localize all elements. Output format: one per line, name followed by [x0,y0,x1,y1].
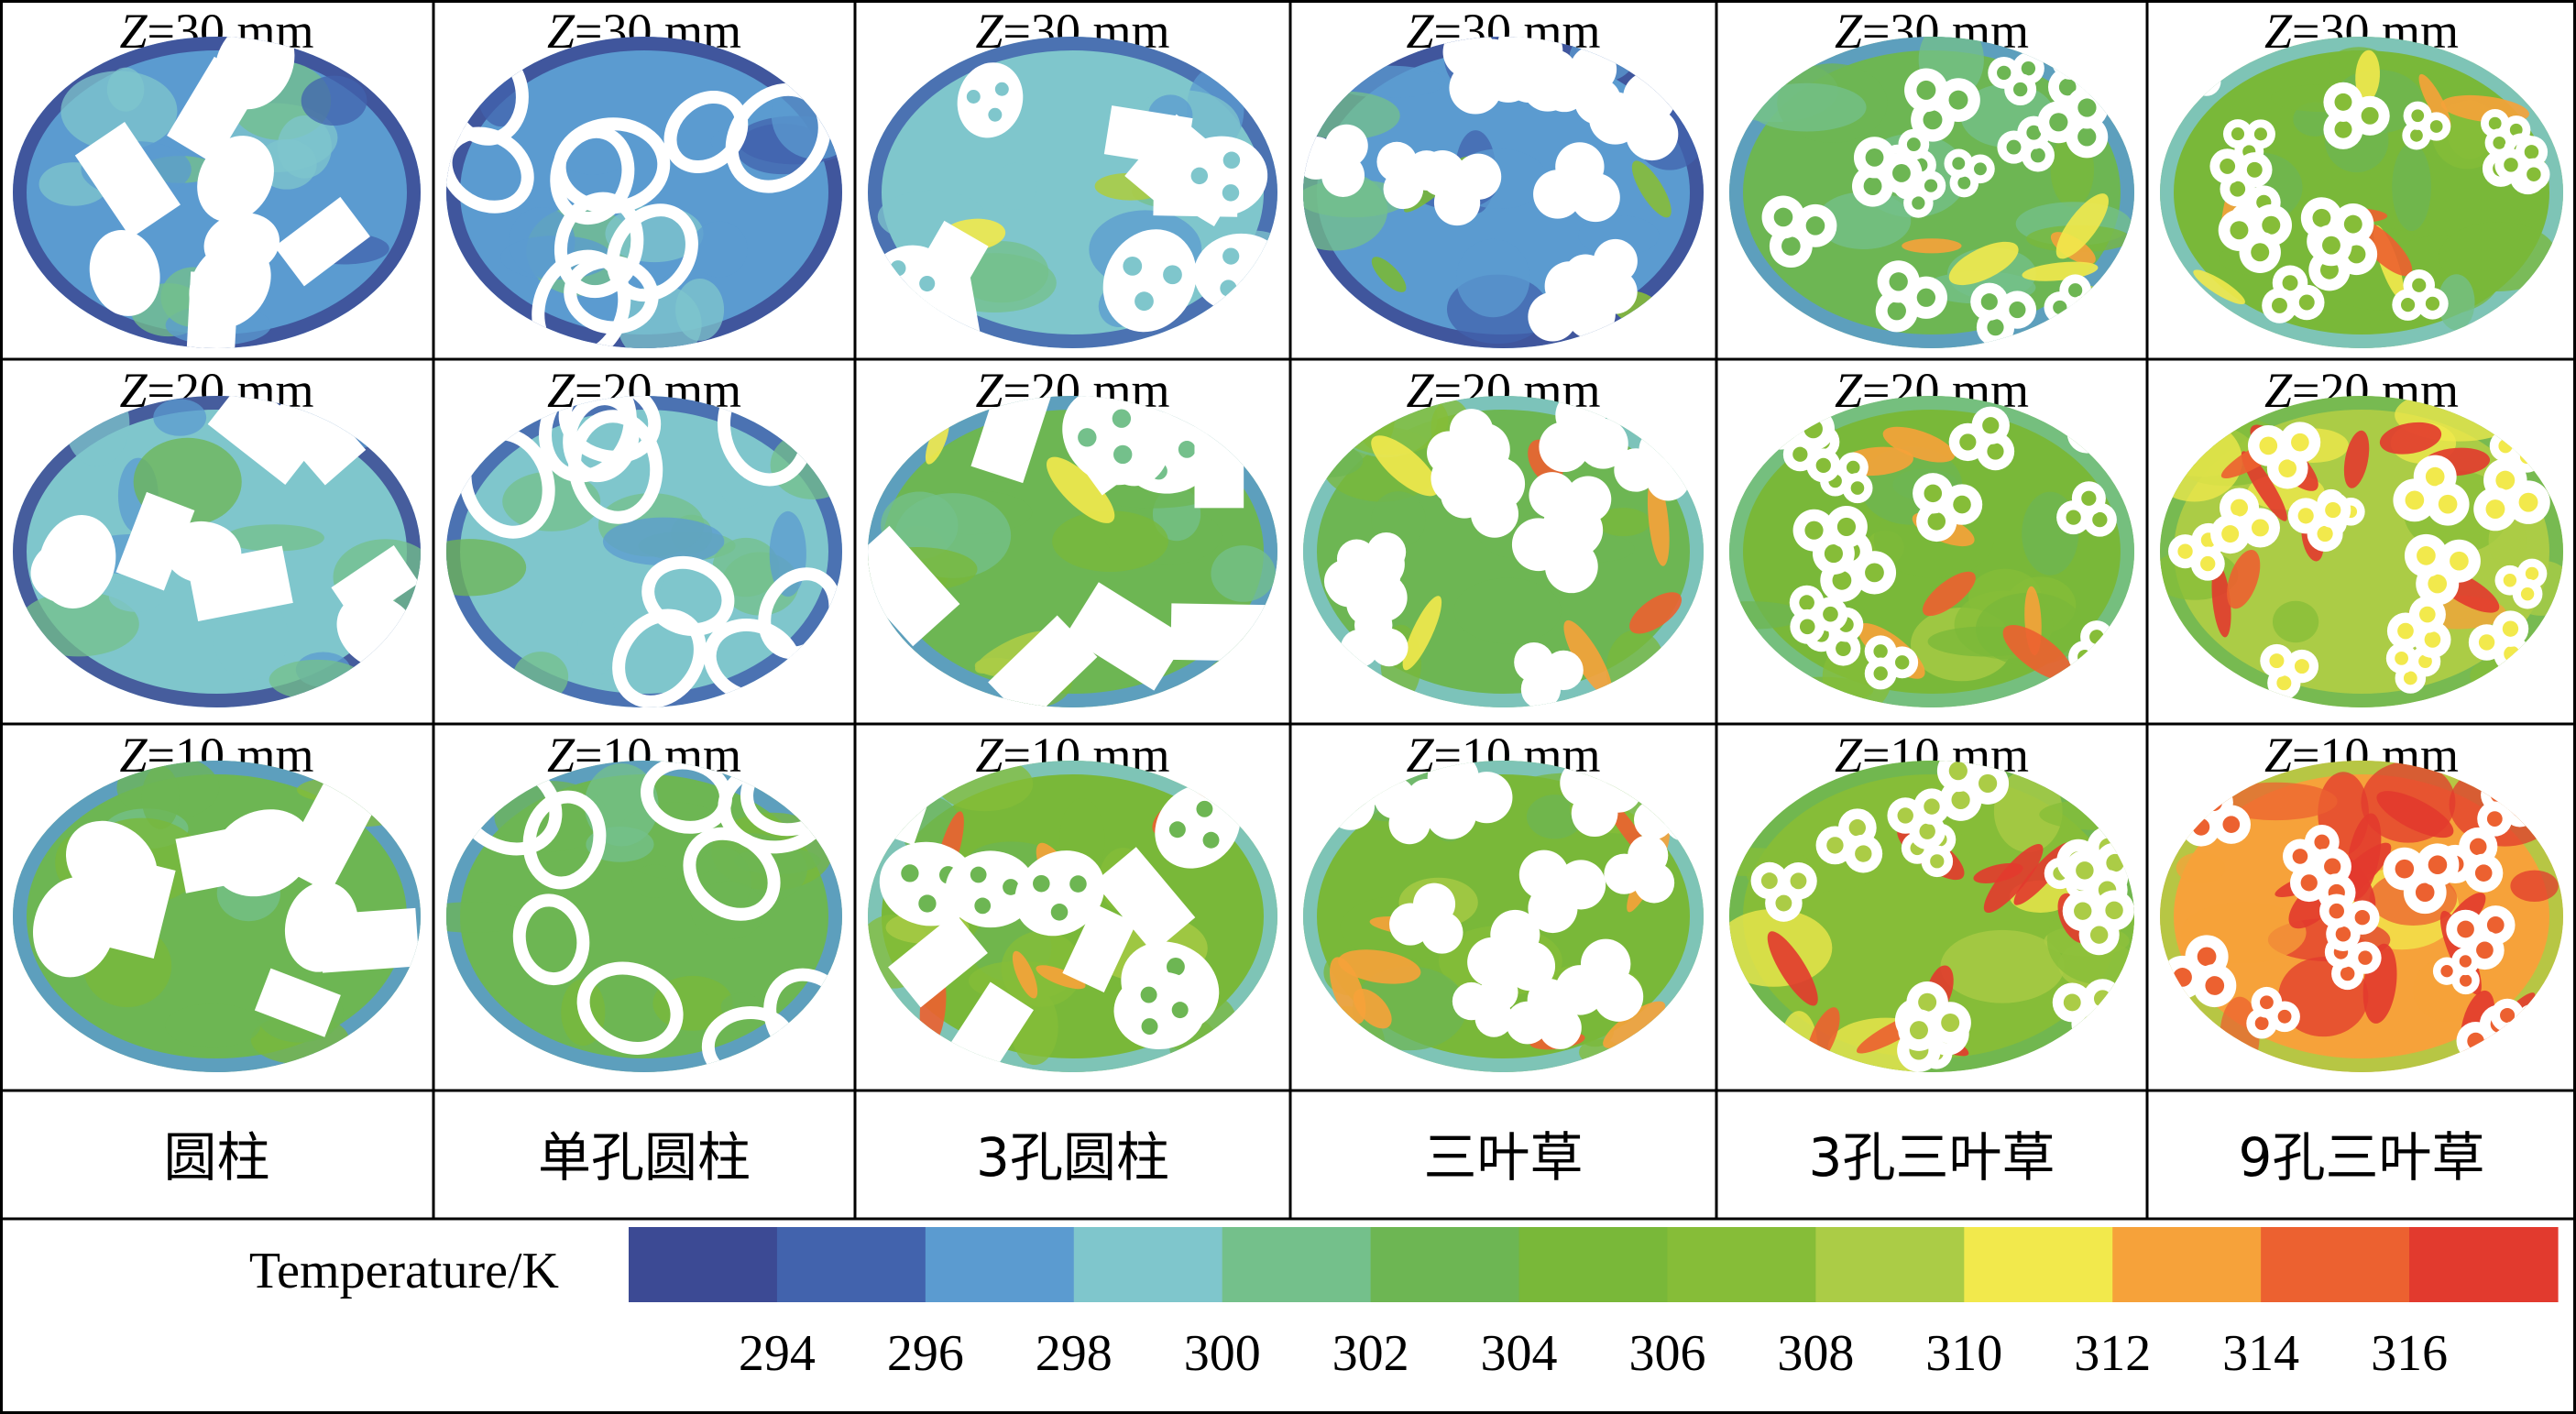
colorbar-ticks: 294 296 298 300 302 304 306 308 310 312 314 316 [739,1325,2448,1382]
category-label: 3孔圆柱 [976,1126,1169,1189]
category-label: 三叶草 [1423,1126,1583,1189]
colorbar-swatch [2409,1227,2559,1302]
contour-panel-z10-col2: Z=10 mm [446,728,842,1072]
colorbar-tick-label: 306 [1628,1325,1705,1382]
particle-sections [74,37,370,348]
contour-panel-z30-col4: Z=30 mm [1303,4,1704,348]
colorbar-swatch [1964,1227,2113,1302]
colorbar-swatch [2261,1227,2410,1302]
colorbar-swatch [1667,1227,1816,1302]
colorbar-swatch [1370,1227,1520,1302]
field-variation [1729,37,2134,348]
colorbar-tick-label: 300 [1184,1325,1261,1382]
colorbar-tick-label: 296 [887,1325,964,1382]
particle-sections [868,62,1277,348]
particle-sections [33,782,420,1037]
colorbar-swatch [1073,1227,1223,1302]
category-label: 9孔三叶草 [2239,1126,2485,1189]
category-label: 单孔圆柱 [538,1126,751,1189]
colorbar-tick-label: 312 [2074,1325,2151,1382]
category-label: 圆柱 [163,1126,269,1189]
colorbar-swatch [2112,1227,2262,1302]
colorbar-tick-label: 294 [739,1325,816,1382]
category-label: 3孔三叶草 [1809,1126,2055,1189]
particle-sections [1303,37,1679,342]
colorbar-swatch [1518,1227,1669,1302]
colorbar-swatch [629,1227,778,1302]
contour-panel-z30-col1: Z=30 mm [13,4,421,348]
category-labels: 圆柱 单孔圆柱 3孔圆柱 三叶草 3孔三叶草 9孔三叶草 [163,1126,2484,1189]
particle-sections [30,396,420,670]
colorbar-swatch [1222,1227,1372,1302]
colorbar-swatches [629,1227,2559,1302]
contour-panel-z30-col3: Z=30 mm [868,4,1277,348]
contour-panel-z10-col6: Z=10 mm [2160,728,2563,1072]
contour-panel-z30-col5: Z=30 mm [1729,4,2134,348]
colorbar-tick-label: 304 [1481,1325,1558,1382]
colorbar-swatch [1815,1227,1965,1302]
contour-panel-z20-col3: Z=20 mm [868,363,1277,707]
contour-panel-z10-col5: Z=10 mm [1729,728,2134,1072]
contour-panel-z20-col5: Z=20 mm [1729,363,2134,707]
colorbar-title: Temperature/K [249,1243,559,1299]
colorbar-tick-label: 298 [1036,1325,1113,1382]
contour-panel-z20-col1: Z=20 mm [13,363,421,707]
colorbar-tick-label: 310 [1925,1325,2002,1382]
colorbar-tick-label: 308 [1777,1325,1854,1382]
field-variation [2160,37,2563,348]
colorbar: Temperature/K 294 296 298 300 302 304 306 308 31… [249,1227,2559,1382]
colorbar-tick-label: 314 [2222,1325,2299,1382]
contour-panels: Z=30 mm Z=30 mm Z=30 mm Z=30 mm Z=30 mm Z=30 … [13,4,2563,1072]
colorbar-swatch [925,1227,1075,1302]
contour-panel-z30-col6: Z=30 mm [2160,4,2563,348]
particle-sections [2167,419,2550,700]
colorbar-swatch [776,1227,926,1302]
colorbar-tick-label: 316 [2371,1325,2448,1382]
colorbar-tick-label: 302 [1332,1325,1409,1382]
